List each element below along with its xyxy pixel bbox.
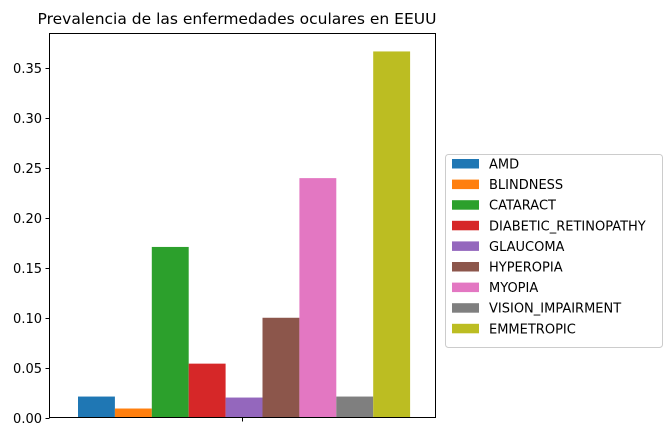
legend: AMD BLINDNESS CATARACT DIABETIC_RETINOPATHY… (445, 154, 663, 348)
y-tick-label: 0.10 (13, 312, 42, 327)
y-tick-label: 0.25 (13, 162, 42, 177)
legend-swatch (452, 220, 479, 231)
legend-swatch (452, 262, 479, 272)
legend-swatch (452, 282, 479, 293)
legend-label: CATARACT (489, 199, 556, 214)
legend-label: HYPEROPIA (489, 261, 563, 276)
legend-swatch (452, 159, 479, 169)
legend-label: BLINDNESS (489, 178, 563, 193)
chart-title: Prevalencia de las enfermedades oculares… (38, 10, 437, 28)
bar-hyperopia (262, 317, 300, 418)
bar-diabetic-retinopathy (188, 363, 226, 418)
y-tick-label: 0.30 (13, 112, 42, 127)
legend-swatch (452, 303, 479, 313)
y-axis: 0.00 0.05 0.10 0.15 0.20 0.25 0.30 0.35 (13, 62, 50, 427)
bar-cataract (151, 246, 189, 418)
legend-box (445, 154, 663, 348)
bars-group (78, 51, 411, 418)
y-tick-label: 0.15 (13, 262, 42, 277)
bar-myopia (299, 178, 337, 418)
y-tick-label: 0.20 (13, 212, 42, 227)
bar-emmetropic (373, 51, 411, 418)
bar-blindness (114, 408, 152, 418)
y-tick-label: 0.35 (13, 62, 42, 77)
y-tick-label: 0.00 (13, 412, 42, 427)
legend-label: EMMETROPIC (489, 322, 576, 337)
legend-swatch (452, 323, 479, 334)
legend-label: AMD (489, 158, 519, 173)
bar-amd (78, 396, 115, 418)
bar-vision-impairment (336, 396, 374, 418)
legend-swatch (452, 179, 479, 190)
legend-swatch (452, 200, 479, 210)
bar-glaucoma (225, 397, 263, 418)
legend-swatch (452, 241, 479, 251)
legend-label: VISION_IMPAIRMENT (489, 302, 621, 317)
legend-label: MYOPIA (489, 281, 538, 296)
legend-label: GLAUCOMA (489, 240, 565, 255)
legend-label: DIABETIC_RETINOPATHY (489, 219, 646, 234)
y-tick-label: 0.05 (13, 362, 42, 377)
